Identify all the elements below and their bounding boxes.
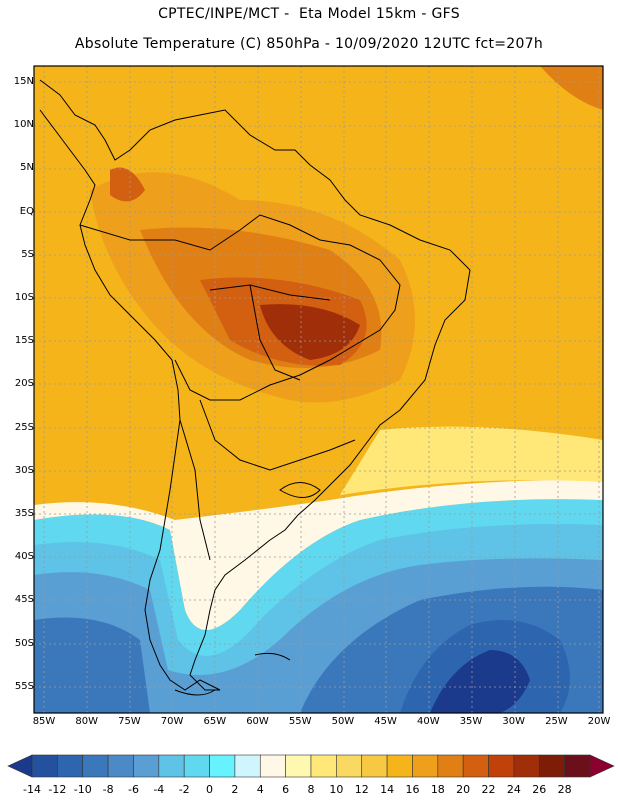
colorbar-label: -12 [48,783,67,796]
lat-label: EQ [19,205,34,217]
colorbar-swatch [538,754,565,778]
lat-label: 50S [14,637,34,649]
colorbar-swatch [31,754,58,778]
colorbar-label: 12 [354,783,369,796]
title-line-field: Absolute Temperature (C) 850hPa - 10/09/… [74,36,544,52]
lon-label: 85W [32,716,56,727]
colorbar-swatch [285,754,312,778]
colorbar-label: 20 [456,783,471,796]
colorbar-label: 4 [256,783,264,796]
colorbar-swatch [183,754,210,778]
lon-label: 30W [502,716,525,727]
colorbar-label: -14 [23,783,41,796]
lat-label: 25S [14,421,34,433]
colorbar-swatch [107,754,134,778]
colorbar-swatch [564,754,591,778]
colorbar-swatch [412,754,439,778]
colorbar-swatch [488,754,515,778]
lon-label: 20W [587,716,611,727]
colorbar-label: -6 [127,783,139,796]
colorbar-swatch [437,754,464,778]
lat-label: 15N [13,76,34,87]
colorbar-label: 8 [307,783,315,796]
colorbar-label: -2 [178,783,190,796]
colorbar-swatch [386,754,413,778]
lat-label: 35S [14,508,34,519]
colorbar-label: 2 [231,783,239,796]
colorbar-label: -4 [153,783,165,796]
lon-label: 65W [203,716,227,727]
lat-label: 40S [14,551,34,563]
temperature-field [34,66,603,713]
lat-label: 10N [13,119,34,131]
colorbar-label: 26 [532,783,547,796]
lon-label: 75W [118,716,141,727]
colorbar-label: 10 [329,783,344,796]
lon-label: 40W [416,716,440,727]
colorbar-label: 6 [282,783,290,796]
lat-label: 15S [14,335,34,347]
colorbar-label: 16 [405,783,420,796]
lon-label: 80W [75,716,98,727]
colorbar-swatch [259,754,286,778]
colorbar-swatch [234,754,261,778]
lat-label: 5S [21,248,34,260]
lat-label: 20S [14,378,34,390]
colorbar-swatch [513,754,540,778]
lon-label: 50W [331,716,355,727]
lat-label: 5N [20,162,34,174]
colorbar-label: -10 [73,783,92,796]
lat-label: 45S [14,594,34,606]
map-frame [33,65,604,714]
colorbar [7,754,615,778]
colorbar-label: 24 [506,783,521,796]
title-line-model: CPTEC/INPE/MCT - Eta Model 15km - GFS [158,6,460,22]
colorbar-swatch [158,754,185,778]
lat-label: 55S [14,680,34,692]
colorbar-swatch [209,754,236,778]
colorbar-arrow-low [7,754,33,778]
colorbar-label: 28 [557,783,572,796]
coastline [39,79,471,696]
lon-label: 60W [246,716,269,727]
colorbar-label: 0 [206,783,214,796]
lat-label: 10S [14,292,34,303]
colorbar-swatch [310,754,337,778]
colorbar-arrow-high [589,754,615,778]
colorbar-swatch [82,754,109,778]
lon-label: 25W [545,716,568,727]
colorbar-swatch [336,754,363,778]
colorbar-swatch [361,754,388,778]
colorbar-swatch [133,754,160,778]
colorbar-label: -8 [102,783,114,796]
colorbar-swatch [462,754,489,778]
lon-label: 35W [459,716,483,727]
colorbar-label: 14 [380,783,395,796]
colorbar-swatch [57,754,84,778]
lon-label: 55W [288,716,312,727]
lon-label: 45W [374,716,397,727]
lat-label: 30S [14,464,34,476]
lon-label: 70W [160,716,184,727]
colorbar-label: 22 [481,783,496,796]
colorbar-label: 18 [430,783,445,796]
